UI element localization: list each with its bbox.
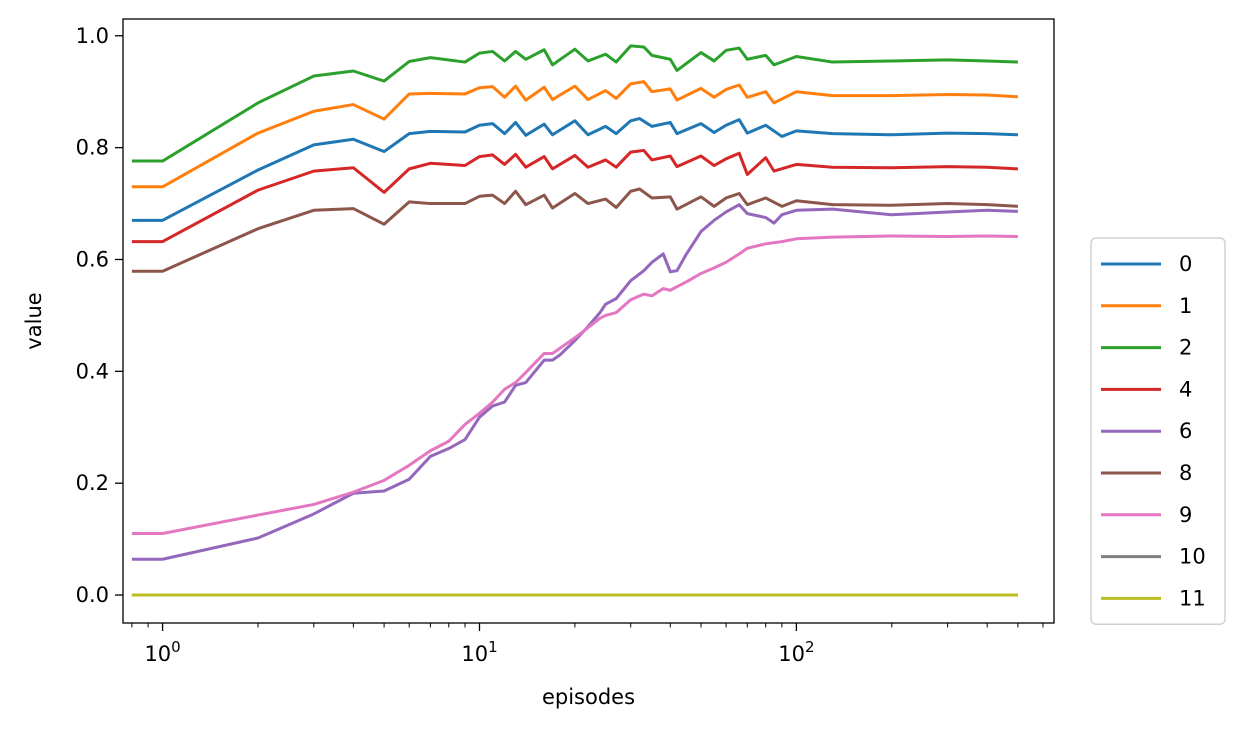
legend-label-0: 0: [1179, 252, 1192, 276]
legend-label-2: 2: [1179, 336, 1192, 360]
series-line-6: [131, 203, 1018, 561]
series-line-2: [131, 44, 1018, 163]
y-tick-label: 0.8: [76, 136, 109, 160]
x-tick-label: 102: [778, 638, 814, 666]
y-tick-label: 0.4: [76, 359, 109, 383]
series-line-8: [131, 187, 1018, 273]
plot-frame: [122, 18, 1055, 624]
legend-label-4: 4: [1179, 377, 1192, 401]
x-axis: 100 101 102: [131, 623, 1044, 666]
series-line-0: [131, 117, 1018, 222]
series-line-1: [131, 80, 1018, 189]
legend-label-8: 8: [1179, 461, 1192, 485]
legend: 0 1 2 4 6 8 9 10 11: [1090, 237, 1226, 625]
legend-label-6: 6: [1179, 419, 1192, 443]
legend-label-10: 10: [1179, 545, 1206, 569]
y-tick-label: 0.0: [76, 583, 109, 607]
legend-label-9: 9: [1179, 503, 1192, 527]
y-tick-label: 1.0: [76, 24, 109, 48]
series-line-9: [131, 234, 1018, 536]
x-tick-label: 101: [461, 638, 497, 666]
y-tick-label: 0.2: [76, 471, 109, 495]
x-axis-label: episodes: [542, 685, 635, 709]
y-tick-label: 0.6: [76, 247, 109, 271]
plot-lines: [131, 44, 1018, 597]
series-line-4: [131, 148, 1018, 244]
y-axis-label: value: [22, 292, 46, 349]
y-axis: 0.0 0.2 0.4 0.6 0.8 1.0: [76, 24, 123, 607]
legend-label-11: 11: [1179, 586, 1206, 610]
x-tick-label: 100: [144, 638, 180, 666]
legend-label-1: 1: [1179, 294, 1192, 318]
